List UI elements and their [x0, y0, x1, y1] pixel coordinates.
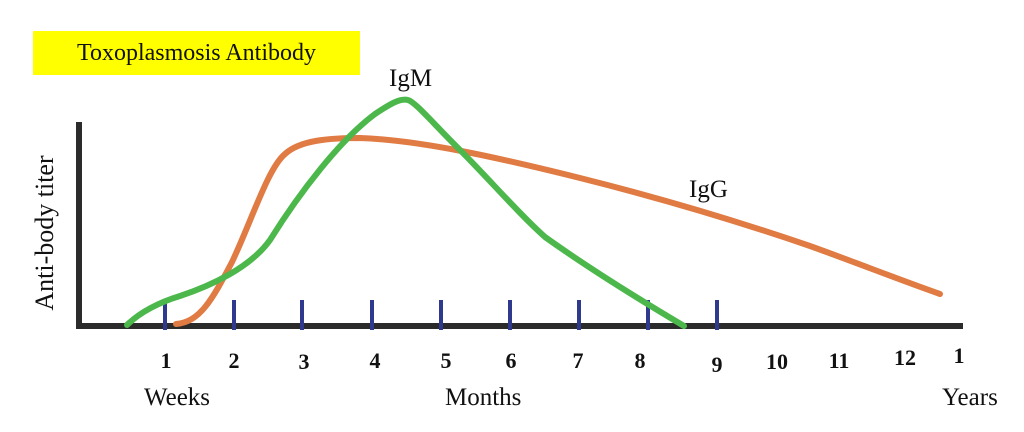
igm-label: IgM	[389, 65, 432, 92]
months-label: Months	[445, 384, 521, 411]
x-tick-label: 3	[299, 349, 310, 374]
igm-curve	[124, 96, 687, 329]
diagram-title: Toxoplasmosis Antibody	[33, 31, 360, 75]
x-tick-label: 5	[441, 348, 452, 373]
x-tick-label: 12	[894, 345, 916, 370]
x-tick-labels: 1 2 3 4 5 6 7 8 9 10 11 12 1	[161, 343, 965, 377]
x-tick-label: 1	[161, 348, 172, 373]
x-tick-label: 8	[635, 348, 646, 373]
y-axis-label: Anti-body titer	[30, 155, 59, 311]
igg-label: IgG	[689, 176, 728, 203]
x-tick-label: 1	[954, 343, 965, 368]
x-tick-label: 2	[229, 348, 240, 373]
x-tick-label: 7	[573, 348, 584, 373]
x-tick-label: 6	[506, 348, 517, 373]
x-tick-label: 4	[370, 348, 381, 373]
years-label: Years	[942, 384, 998, 411]
tick-marks	[163, 300, 719, 330]
weeks-label: Weeks	[144, 384, 210, 411]
x-tick-label: 10	[766, 349, 788, 374]
igg-curve	[173, 134, 943, 327]
x-tick-label: 11	[829, 348, 850, 373]
x-tick-label: 9	[712, 352, 723, 377]
